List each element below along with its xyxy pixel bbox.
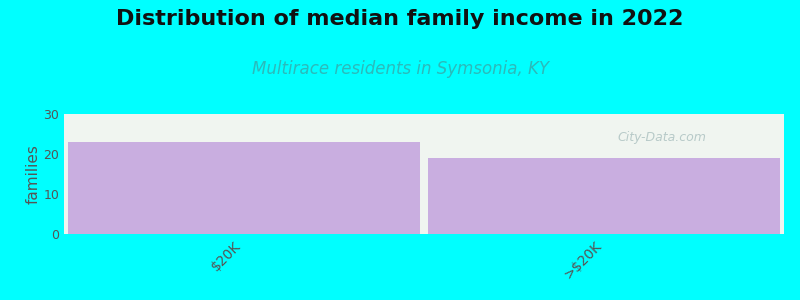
Text: Distribution of median family income in 2022: Distribution of median family income in … <box>116 9 684 29</box>
Bar <box>428 158 781 234</box>
Y-axis label: families: families <box>26 144 41 204</box>
Text: City-Data.com: City-Data.com <box>617 131 706 145</box>
Bar <box>67 142 421 234</box>
Text: Multirace residents in Symsonia, KY: Multirace residents in Symsonia, KY <box>251 60 549 78</box>
